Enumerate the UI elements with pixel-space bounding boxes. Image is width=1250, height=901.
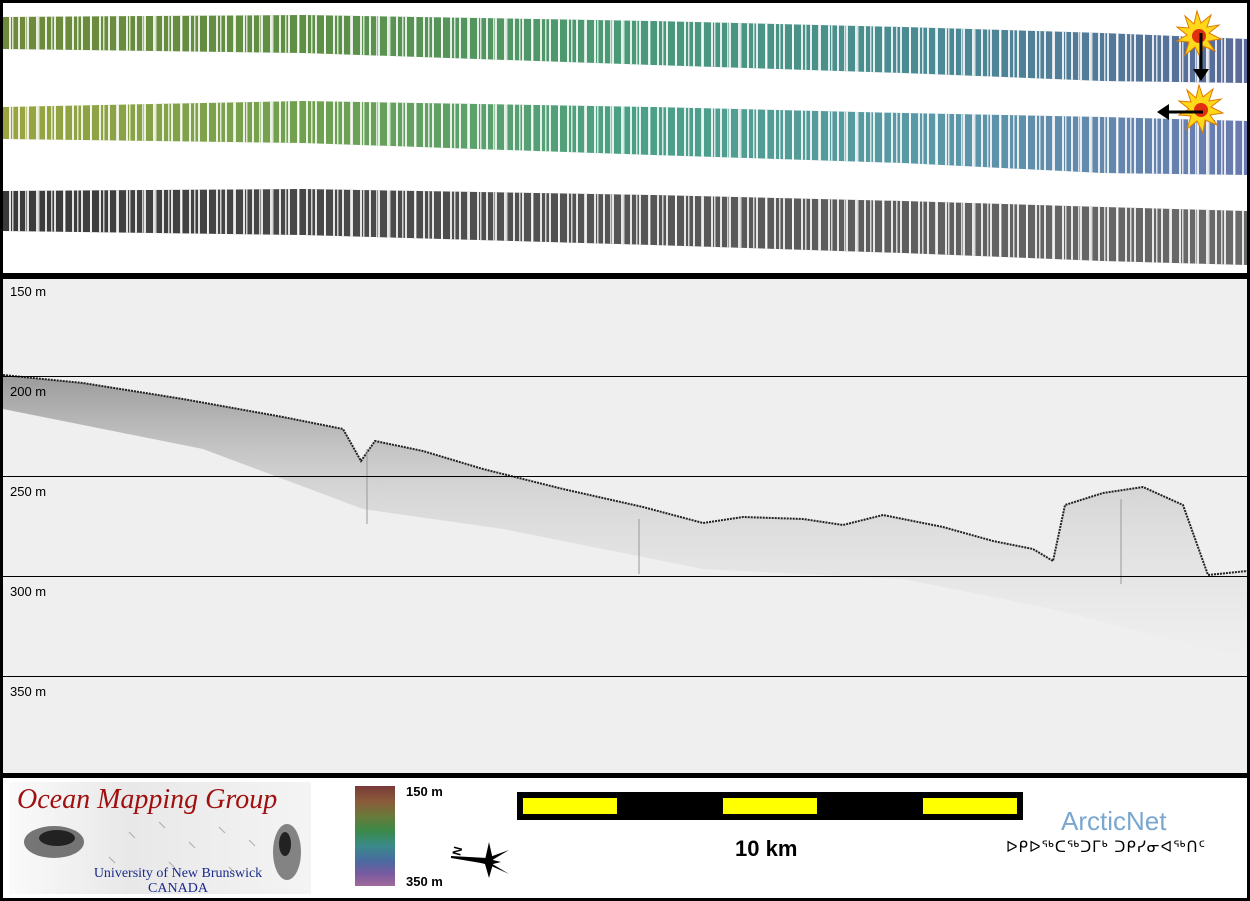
ocean-mapping-group-logo: Ocean Mapping Group University of New Br… bbox=[9, 782, 311, 894]
scale-bar-segment bbox=[923, 798, 1017, 814]
arcticnet-inuktitut-text: ᐅᑭᐅᖅᑕᖅᑐᒥᒃ ᑐᑭᓯᓂᐊᖅᑎᑦ bbox=[1006, 838, 1206, 856]
scale-bar-segment bbox=[723, 798, 817, 814]
depth-gridline bbox=[3, 576, 1247, 577]
seabed-profile bbox=[3, 374, 1247, 659]
logo-country: CANADA bbox=[148, 881, 208, 894]
sun-illumination-icon bbox=[1175, 9, 1223, 81]
colorbar-top-label: 150 m bbox=[406, 784, 443, 799]
swath-strips bbox=[3, 15, 1247, 265]
swath-panel bbox=[3, 3, 1247, 273]
logo-title: Ocean Mapping Group bbox=[17, 784, 278, 815]
depth-label-350: 350 m bbox=[10, 684, 47, 699]
swath-strip-shaded-1 bbox=[3, 15, 1247, 83]
depth-label-250: 250 m bbox=[10, 484, 47, 499]
footer-panel: Ocean Mapping Group University of New Br… bbox=[3, 778, 1247, 898]
depth-label-150: 150 m bbox=[10, 284, 47, 299]
colorbar-bottom-label: 350 m bbox=[406, 874, 443, 889]
depth-label-300: 300 m bbox=[10, 584, 47, 599]
depth-gridline bbox=[3, 376, 1247, 377]
depth-colorbar bbox=[355, 786, 395, 886]
scale-label: 10 km bbox=[735, 836, 798, 861]
sun-illumination-icon bbox=[1157, 83, 1225, 135]
swath-strip-backscatter bbox=[3, 189, 1247, 265]
sonar-image-icon bbox=[24, 821, 301, 880]
scale-bar bbox=[517, 792, 1023, 820]
compass-star-icon bbox=[451, 842, 509, 878]
logo-university: University of New Brunswick bbox=[93, 866, 263, 881]
swath-strip-shaded-2 bbox=[3, 101, 1247, 175]
depth-gridline bbox=[3, 676, 1247, 677]
scale-bar-segment bbox=[523, 798, 617, 814]
depth-label-200: 200 m bbox=[10, 384, 47, 399]
depth-profile-panel: 150 m 200 m 250 m 300 m 350 m bbox=[3, 279, 1247, 773]
arcticnet-logo-text: ArcticNet bbox=[1061, 806, 1167, 836]
depth-gridline bbox=[3, 476, 1247, 477]
